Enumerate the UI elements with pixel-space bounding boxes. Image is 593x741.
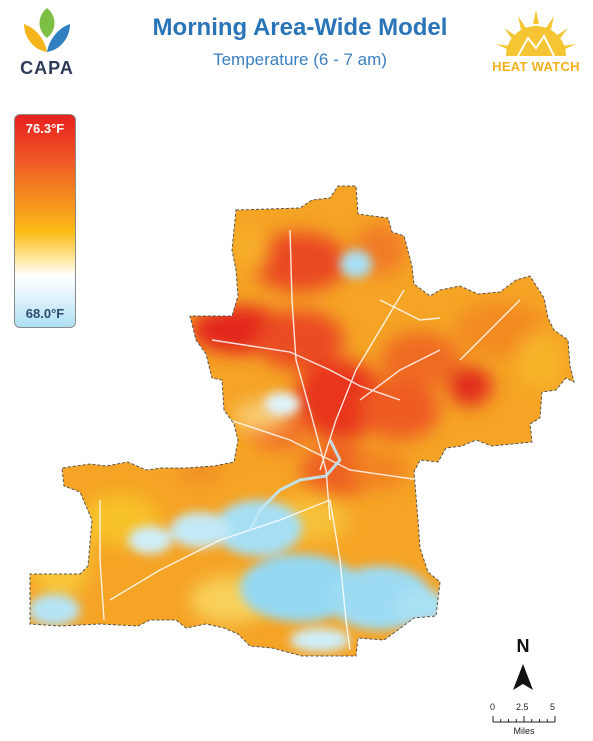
legend-max-label: 76.3°F [25, 121, 65, 136]
page-subtitle: Temperature (6 - 7 am) [213, 50, 387, 69]
sun-logo-icon [496, 10, 576, 57]
scale-tick-label: 0 [490, 702, 496, 712]
capa-logo: CAPA [14, 6, 80, 78]
scale-bar: 0 2.5 5 Miles [488, 702, 560, 738]
temperature-legend: 76.3°F 68.0°F [14, 114, 76, 328]
capa-logo-text: CAPA [20, 58, 74, 78]
scale-unit-label: Miles [513, 726, 535, 736]
north-arrow-icon [513, 664, 533, 690]
temperature-map [29, 185, 575, 657]
leaf-logo-icon [24, 8, 70, 52]
north-label: N [516, 636, 530, 656]
page-title: Morning Area-Wide Model [152, 14, 448, 41]
north-indicator: N [508, 636, 538, 696]
scale-tick-label: 2.5 [516, 702, 529, 712]
heat-watch-logo-text: HEAT WATCH [492, 59, 580, 74]
legend-min-label: 68.0°F [25, 306, 65, 321]
heat-watch-logo: HEAT WATCH [488, 8, 584, 78]
scale-bar-ticks [492, 716, 556, 723]
scale-tick-label: 5 [550, 702, 556, 712]
